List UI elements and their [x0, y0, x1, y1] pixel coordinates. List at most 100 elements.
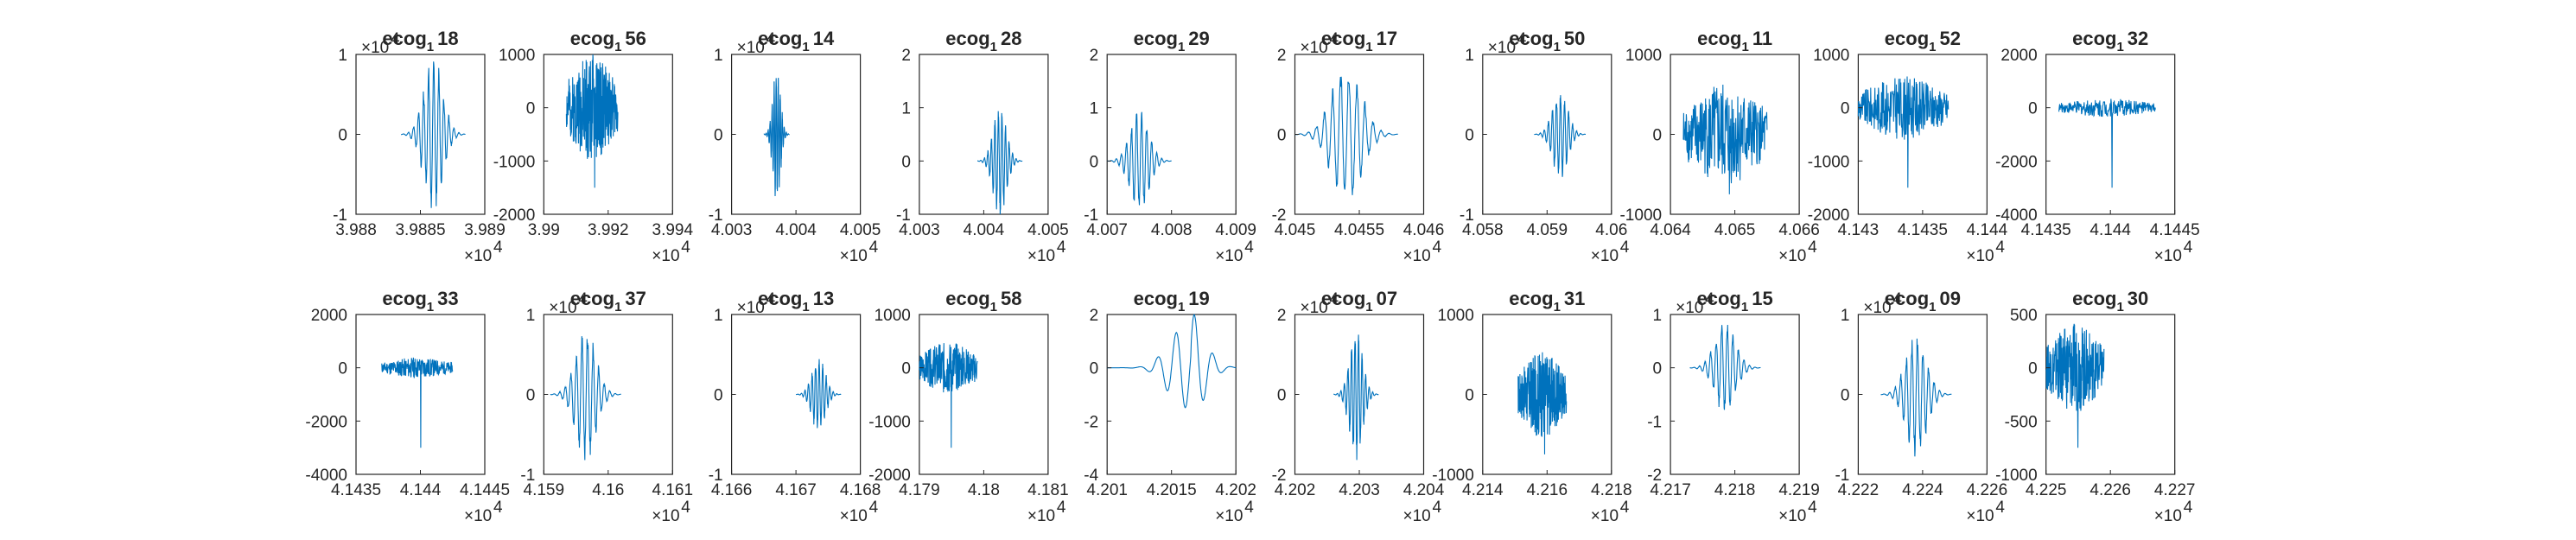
signal-trace	[1682, 84, 1768, 194]
y-exponent-power: 4	[1330, 30, 1339, 48]
x-tick-label: 4.0455	[1334, 221, 1384, 239]
axes-box	[1857, 314, 1988, 475]
subplot-title: ecog1 33	[382, 288, 458, 314]
x-tick-label: 4.1435	[1898, 221, 1948, 239]
y-tick-label: -1	[1647, 413, 1662, 431]
x-tick-label: 4.008	[1151, 221, 1193, 239]
subplot-title: ecog1 32	[2072, 28, 2148, 54]
x-tick-label: 4.1435	[331, 481, 381, 499]
subplot-title: ecog1 11	[1697, 28, 1772, 54]
subplot-title: ecog1 15	[1697, 288, 1773, 314]
subplot-title: ecog1 37	[570, 288, 646, 314]
axes-box	[1106, 54, 1237, 215]
x-tick-label: 4.214	[1462, 481, 1504, 499]
y-tick-label: 0	[901, 153, 911, 171]
x-exponent-label: ×10	[1966, 507, 1994, 525]
x-exponent-power: 4	[1620, 499, 1630, 517]
x-tick-label: 4.16	[592, 481, 624, 499]
subplot-title: ecog1 50	[1509, 28, 1585, 54]
y-tick-label: 1000	[1813, 47, 1849, 65]
x-tick-label: 4.144	[1967, 221, 2008, 239]
x-tick-label: 4.219	[1778, 481, 1820, 499]
x-exponent-power: 4	[493, 238, 503, 257]
x-exponent-power: 4	[1057, 499, 1066, 517]
signal-trace	[796, 359, 842, 429]
x-tick-label: 4.066	[1778, 221, 1820, 239]
y-tick-label: -2	[1272, 206, 1287, 225]
x-tick-label: 4.007	[1086, 221, 1128, 239]
signal-trace	[763, 77, 790, 197]
x-tick-label: 4.004	[964, 221, 1005, 239]
x-tick-label: 4.167	[775, 481, 817, 499]
y-tick-label: 1	[526, 307, 536, 325]
y-exponent-label: ×10	[361, 39, 389, 57]
axes-box	[1857, 54, 1988, 215]
signal-trace	[919, 343, 978, 448]
y-tick-label: 0	[1277, 387, 1287, 405]
y-exponent-power: 4	[391, 30, 400, 48]
y-tick-label: -1000	[1432, 467, 1474, 485]
y-tick-label: 0	[714, 387, 723, 405]
x-tick-label: 4.218	[1591, 481, 1632, 499]
y-tick-label: -1	[896, 206, 911, 225]
x-tick-label: 4.222	[1838, 481, 1880, 499]
x-exponent-power: 4	[1433, 238, 1442, 257]
signal-trace	[1107, 111, 1172, 206]
y-tick-label: 2	[1090, 307, 1099, 325]
y-exponent-power: 4	[578, 290, 588, 308]
x-tick-label: 4.045	[1275, 221, 1316, 239]
x-exponent-label: ×10	[1591, 507, 1619, 525]
x-tick-label: 4.065	[1714, 221, 1756, 239]
x-exponent-power: 4	[493, 499, 503, 517]
x-exponent-label: ×10	[2154, 247, 2182, 265]
y-tick-label: -2000	[1995, 153, 2038, 171]
axes-box	[2045, 314, 2176, 475]
y-tick-label: 1	[714, 47, 723, 65]
x-tick-label: 4.046	[1403, 221, 1445, 239]
x-exponent-label: ×10	[1027, 247, 1055, 265]
x-tick-label: 4.227	[2154, 481, 2196, 499]
y-tick-label: 0	[901, 360, 911, 378]
y-tick-label: 1000	[499, 47, 535, 65]
x-exponent-power: 4	[1057, 238, 1066, 257]
x-tick-label: 4.005	[840, 221, 881, 239]
subplot-title: ecog1 29	[1134, 28, 1210, 54]
subplot-title: ecog1 14	[758, 28, 835, 54]
signal-trace	[977, 111, 1023, 215]
y-tick-label: -4	[1084, 467, 1098, 485]
y-tick-label: -500	[2005, 413, 2038, 431]
signal-trace	[1689, 324, 1761, 410]
y-tick-label: -1000	[1619, 206, 1662, 225]
y-tick-label: -1	[1460, 206, 1474, 225]
x-tick-label: 4.2015	[1147, 481, 1197, 499]
subplot-title: ecog1 58	[945, 288, 1021, 314]
signal-trace	[401, 61, 466, 208]
x-tick-label: 3.988	[335, 221, 377, 239]
y-tick-label: -1000	[868, 413, 911, 431]
y-exponent-label: ×10	[737, 39, 765, 57]
x-exponent-label: ×10	[1027, 507, 1055, 525]
y-tick-label: -1000	[1995, 467, 2038, 485]
y-exponent-power: 4	[1892, 290, 1902, 308]
y-tick-label: 2000	[2000, 47, 2037, 65]
x-tick-label: 4.1435	[2021, 221, 2071, 239]
subplot: 4.007 4.008 4.009 -1 0 1 2 ×10 4 ecog1 29	[1084, 28, 1256, 265]
signal-trace	[1880, 338, 1952, 457]
signal-trace	[550, 336, 621, 461]
x-tick-label: 4.18	[968, 481, 1000, 499]
x-exponent-label: ×10	[2154, 507, 2182, 525]
x-exponent-label: ×10	[652, 247, 679, 265]
y-exponent-label: ×10	[1301, 39, 1328, 57]
x-tick-label: 4.161	[652, 481, 694, 499]
y-tick-label: -2	[1084, 413, 1098, 431]
x-tick-label: 4.202	[1215, 481, 1256, 499]
